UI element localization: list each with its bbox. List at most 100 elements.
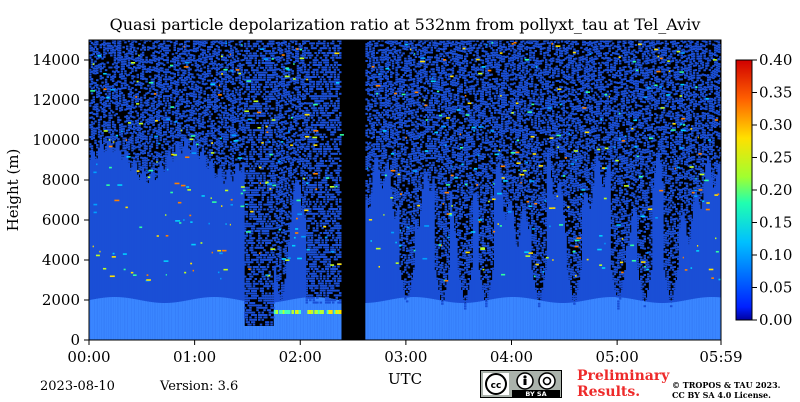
heatmap-cell xyxy=(284,269,287,272)
heatmap-cell xyxy=(203,136,206,139)
heatmap-cell xyxy=(94,106,97,109)
heatmap-cell xyxy=(250,136,254,139)
heatmap-cell xyxy=(152,54,155,57)
heatmap-cell xyxy=(233,142,236,145)
heatmap-cell xyxy=(286,151,289,154)
heatmap-cell xyxy=(189,56,192,59)
heatmap-cell xyxy=(219,63,222,66)
heatmap-cell xyxy=(136,57,140,60)
heatmap-cell xyxy=(265,304,268,307)
heatmap-cell xyxy=(238,81,242,84)
heatmap-cell xyxy=(206,168,210,340)
heatmap-cell xyxy=(196,121,199,124)
heatmap-cell xyxy=(252,302,256,304)
heatmap-cell xyxy=(250,304,254,307)
heatmap-cell xyxy=(243,69,247,72)
heatmap-cell xyxy=(273,68,277,71)
heatmap-cell xyxy=(215,100,219,103)
heatmap-cell xyxy=(250,321,254,324)
heatmap-cell xyxy=(217,120,221,123)
heatmap-cell xyxy=(296,69,300,72)
heatmap-cell xyxy=(157,47,161,50)
heatmap-cell xyxy=(224,140,228,143)
heatmap-cell xyxy=(287,114,291,117)
heatmap-cell xyxy=(219,152,222,155)
heatmap-cell xyxy=(140,53,143,56)
heatmap-cell xyxy=(265,141,268,144)
heatmap-cell xyxy=(250,172,254,175)
heatmap-cell xyxy=(175,302,178,340)
heatmap-cell xyxy=(189,128,192,131)
heatmap-cell xyxy=(272,98,275,100)
heatmap-cell xyxy=(178,146,182,149)
heatmap-cell xyxy=(228,118,231,121)
heatmap-cell xyxy=(89,116,92,119)
heatmap-cell xyxy=(229,81,233,84)
heatmap-cell xyxy=(151,38,154,40)
heatmap-cell xyxy=(261,191,265,194)
heatmap-cell xyxy=(270,251,273,254)
heatmap-cell xyxy=(289,167,293,170)
heatmap-cell xyxy=(261,42,265,45)
heatmap-cell xyxy=(268,206,272,208)
heatmap-cell xyxy=(272,54,275,57)
heatmap-cell xyxy=(92,112,96,115)
heatmap-cell xyxy=(467,302,470,340)
heatmap-cell xyxy=(287,61,291,64)
heatmap-cell xyxy=(148,174,152,340)
heatmap-cell xyxy=(154,151,157,154)
heatmap-cell xyxy=(263,314,266,316)
heatmap-cell xyxy=(279,105,282,108)
heatmap-cell xyxy=(180,91,184,94)
heatmap-cell xyxy=(129,167,132,170)
heatmap-cell xyxy=(157,95,161,98)
heatmap-cell xyxy=(127,59,131,62)
heatmap-cell xyxy=(229,47,233,50)
heatmap-cell xyxy=(198,134,201,137)
heatmap-cell xyxy=(141,162,145,165)
heatmap-cell xyxy=(97,126,101,129)
heatmap-cell xyxy=(265,98,268,100)
heatmap-cell xyxy=(249,131,252,134)
heatmap-cell xyxy=(268,270,272,273)
heatmap-cell xyxy=(90,111,94,114)
heatmap-cell xyxy=(270,210,273,213)
heatmap-cell xyxy=(275,274,279,277)
heatmap-cell xyxy=(133,106,136,109)
heatmap-cell xyxy=(231,164,235,167)
heatmap-cell xyxy=(122,103,125,106)
heatmap-cell xyxy=(258,203,261,206)
heatmap-cell xyxy=(96,48,99,51)
heatmap-cell xyxy=(402,297,405,340)
heatmap-cell xyxy=(256,222,259,225)
heatmap-cell xyxy=(89,124,92,126)
heatmap-cell xyxy=(152,171,155,340)
heatmap-cell xyxy=(372,172,375,340)
heatmap-cell xyxy=(125,103,129,106)
heatmap-cell xyxy=(263,326,266,340)
heatmap-cell xyxy=(273,114,277,117)
heatmap-cell xyxy=(258,153,261,156)
heatmap-cell xyxy=(256,54,259,57)
heatmap-cell xyxy=(277,104,280,107)
heatmap-cell xyxy=(590,299,594,340)
heatmap-cell xyxy=(212,143,215,146)
heatmap-cell xyxy=(140,82,143,85)
heatmap-cell xyxy=(206,161,210,164)
heatmap-cell xyxy=(157,51,161,54)
heatmap-cell xyxy=(261,273,265,276)
heatmap-cell xyxy=(203,114,206,117)
heatmap-cell xyxy=(282,159,286,162)
heatmap-cell xyxy=(233,70,236,73)
heatmap-cell xyxy=(228,75,231,78)
heatmap-cell xyxy=(205,82,208,85)
heatmap-cell xyxy=(272,90,275,93)
heatmap-cell xyxy=(247,138,250,141)
heatmap-cell xyxy=(171,161,175,340)
heatmap-cell xyxy=(293,87,296,90)
heatmap-cell xyxy=(231,90,235,93)
heatmap-cell xyxy=(134,299,138,340)
heatmap-cell xyxy=(282,262,286,265)
heatmap-cell xyxy=(243,251,247,254)
heatmap-cell xyxy=(261,59,265,62)
